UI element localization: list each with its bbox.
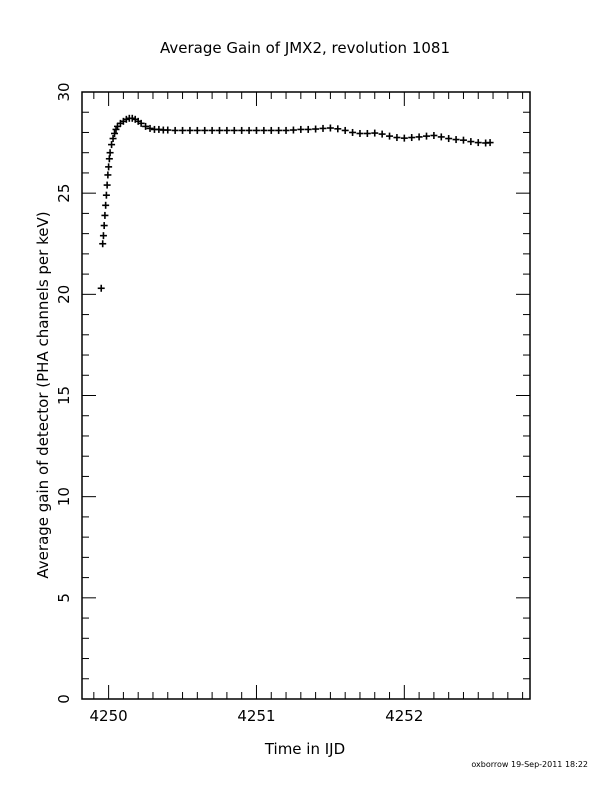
- data-point: [297, 125, 305, 133]
- data-point: [104, 171, 112, 179]
- data-point: [100, 222, 108, 230]
- data-point: [334, 125, 342, 133]
- y-tick-label: 25: [55, 184, 73, 203]
- data-point: [245, 126, 253, 134]
- data-point: [260, 126, 268, 134]
- data-point: [282, 126, 290, 134]
- chart-title: Average Gain of JMX2, revolution 1081: [160, 39, 450, 57]
- data-point: [97, 284, 105, 292]
- data-point: [223, 126, 231, 134]
- data-point: [356, 129, 364, 137]
- data-point: [349, 128, 357, 136]
- data-point: [193, 126, 201, 134]
- data-point: [99, 232, 107, 240]
- data-point: [289, 126, 297, 134]
- data-point: [142, 122, 150, 130]
- data-point: [171, 126, 179, 134]
- data-point: [186, 126, 194, 134]
- data-point: [146, 124, 154, 132]
- data-point: [252, 126, 260, 134]
- data-point: [201, 126, 209, 134]
- y-tick-label: 20: [55, 285, 73, 304]
- data-point: [386, 132, 394, 140]
- data-point: [109, 135, 117, 143]
- y-tick-label: 30: [55, 82, 73, 101]
- data-point: [164, 126, 172, 134]
- data-point: [312, 125, 320, 133]
- y-tick-label: 10: [55, 487, 73, 506]
- data-point: [445, 135, 453, 143]
- data-point: [378, 130, 386, 138]
- data-point: [102, 191, 110, 199]
- data-point: [238, 126, 246, 134]
- data-point: [106, 149, 114, 157]
- footer-credit: oxborrow 19-Sep-2011 18:22: [471, 760, 588, 769]
- data-point: [452, 136, 460, 144]
- data-point: [467, 138, 475, 146]
- tick-labels: 4250 4251 4252 0 5 10 15 20 25 30: [55, 82, 423, 725]
- data-points: [97, 114, 494, 292]
- data-point: [105, 163, 113, 171]
- data-point: [326, 124, 334, 132]
- data-point: [103, 181, 111, 189]
- data-point: [415, 133, 423, 141]
- x-tick-label: 4251: [237, 707, 275, 725]
- data-point: [486, 139, 494, 147]
- data-point: [101, 211, 109, 219]
- data-point: [363, 129, 371, 137]
- data-point: [216, 126, 224, 134]
- data-point: [108, 141, 116, 149]
- data-point: [208, 126, 216, 134]
- data-point: [393, 134, 401, 142]
- data-point: [437, 133, 445, 141]
- data-point: [105, 155, 113, 163]
- data-point: [102, 201, 110, 209]
- data-point: [304, 125, 312, 133]
- x-tick-label: 4252: [385, 707, 423, 725]
- data-point: [408, 134, 416, 142]
- data-point: [459, 136, 467, 144]
- data-point: [423, 132, 431, 140]
- data-point: [275, 126, 283, 134]
- data-point: [230, 126, 238, 134]
- plot-frame: [81, 91, 531, 700]
- data-point: [474, 139, 482, 147]
- data-point: [179, 126, 187, 134]
- data-point: [267, 126, 275, 134]
- axis-ticks: [82, 91, 530, 700]
- x-axis-label: Time in IJD: [264, 740, 345, 758]
- y-tick-label: 15: [55, 386, 73, 405]
- data-point: [341, 126, 349, 134]
- x-tick-label: 4250: [90, 707, 128, 725]
- y-axis-label: Average gain of detector (PHA channels p…: [34, 211, 52, 578]
- data-point: [319, 124, 327, 132]
- data-point: [430, 132, 438, 140]
- data-point: [99, 240, 107, 248]
- y-tick-label: 0: [55, 694, 73, 704]
- y-tick-label: 5: [55, 593, 73, 603]
- data-point: [400, 134, 408, 142]
- data-point: [137, 119, 145, 127]
- data-point: [371, 129, 379, 137]
- data-point: [111, 129, 119, 137]
